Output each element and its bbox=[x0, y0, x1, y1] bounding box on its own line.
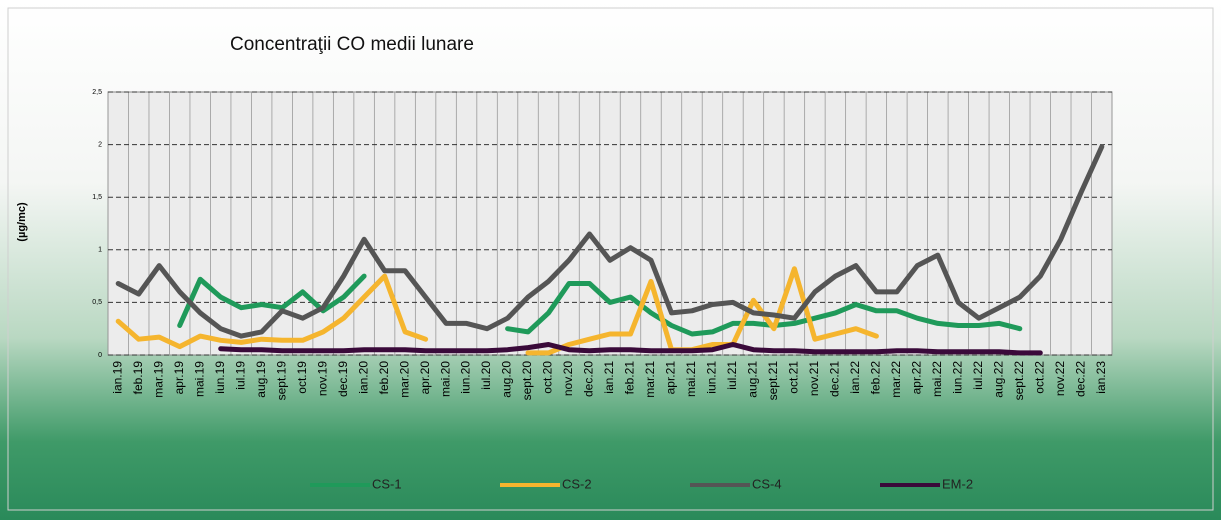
x-tick-label: dec.20 bbox=[582, 361, 596, 397]
y-tick-label: 1 bbox=[98, 247, 102, 254]
y-axis-label: (µg/mc) bbox=[16, 202, 28, 242]
x-tick-label: iun.19 bbox=[213, 361, 227, 394]
x-tick-label: feb.21 bbox=[623, 361, 637, 395]
x-tick-label: mai.22 bbox=[930, 361, 944, 397]
x-tick-label: aug.22 bbox=[991, 361, 1005, 398]
x-tick-label: mai.19 bbox=[192, 361, 206, 397]
x-tick-label: mar.19 bbox=[151, 361, 165, 398]
x-tick-label: dec.19 bbox=[336, 361, 350, 397]
x-tick-label: nov.20 bbox=[561, 361, 575, 396]
y-tick-label: 0 bbox=[98, 352, 102, 359]
x-tick-label: feb.20 bbox=[377, 361, 391, 395]
x-tick-label: dec.21 bbox=[828, 361, 842, 397]
x-tick-label: iun.21 bbox=[705, 361, 719, 394]
x-tick-label: aug.20 bbox=[500, 361, 514, 398]
x-tick-label: iul.21 bbox=[725, 361, 739, 390]
x-tick-label: sept.20 bbox=[520, 361, 534, 401]
series-line bbox=[115, 266, 879, 356]
y-tick-label: 0,5 bbox=[92, 299, 102, 306]
x-tick-label: oct.20 bbox=[541, 361, 555, 394]
x-tick-label: oct.21 bbox=[787, 361, 801, 394]
x-tick-label: nov.21 bbox=[807, 361, 821, 396]
x-tick-label: apr.22 bbox=[910, 361, 924, 395]
x-tick-label: apr.20 bbox=[418, 361, 432, 395]
x-tick-label: feb.19 bbox=[131, 361, 145, 395]
x-tick-label: iun.22 bbox=[950, 361, 964, 394]
x-tick-label: oct.19 bbox=[295, 361, 309, 394]
x-tick-label: apr.21 bbox=[664, 361, 678, 395]
chart-frame bbox=[7, 7, 1214, 511]
x-tick-label: dec.22 bbox=[1073, 361, 1087, 397]
x-tick-label: iun.20 bbox=[459, 361, 473, 394]
x-tick-label: sept.19 bbox=[274, 361, 288, 401]
x-tick-label: mar.21 bbox=[643, 361, 657, 398]
series-line bbox=[177, 273, 1023, 337]
x-tick-label: ian.22 bbox=[848, 361, 862, 394]
x-tick-label: ian.20 bbox=[356, 361, 370, 394]
x-tick-label: feb.22 bbox=[869, 361, 883, 395]
legend-label: CS-4 bbox=[752, 476, 782, 491]
x-tick-label: nov.19 bbox=[315, 361, 329, 396]
y-tick-label: 2 bbox=[98, 141, 102, 148]
legend-label: EM-2 bbox=[942, 476, 973, 491]
x-tick-label: ian.21 bbox=[602, 361, 616, 394]
x-tick-label: iul.20 bbox=[479, 361, 493, 390]
x-tick-label: aug.19 bbox=[254, 361, 268, 398]
x-tick-label: ian.19 bbox=[110, 361, 124, 394]
x-tick-label: ian.23 bbox=[1094, 361, 1108, 394]
x-tick-label: nov.22 bbox=[1053, 361, 1067, 396]
x-tick-label: mai.21 bbox=[684, 361, 698, 397]
x-tick-label: sept.22 bbox=[1012, 361, 1026, 401]
x-tick-label: apr.19 bbox=[172, 361, 186, 395]
chart-title: Concentraţii CO medii lunare bbox=[230, 34, 474, 55]
legend-label: CS-1 bbox=[372, 476, 402, 491]
legend-label: CS-2 bbox=[562, 476, 592, 491]
x-tick-label: mai.20 bbox=[438, 361, 452, 397]
x-tick-label: aug.21 bbox=[746, 361, 760, 398]
x-tick-label: mar.22 bbox=[889, 361, 903, 398]
x-tick-label: oct.22 bbox=[1032, 361, 1046, 394]
series-line bbox=[218, 342, 1043, 356]
x-tick-label: mar.20 bbox=[397, 361, 411, 398]
plot-area bbox=[107, 91, 1113, 356]
x-tick-label: iul.22 bbox=[971, 361, 985, 390]
x-tick-label: iul.19 bbox=[233, 361, 247, 390]
series-line bbox=[115, 144, 1105, 339]
y-tick-label: 2,5 bbox=[92, 89, 102, 96]
x-tick-label: sept.21 bbox=[766, 361, 780, 401]
y-tick-label: 1,5 bbox=[92, 194, 102, 201]
